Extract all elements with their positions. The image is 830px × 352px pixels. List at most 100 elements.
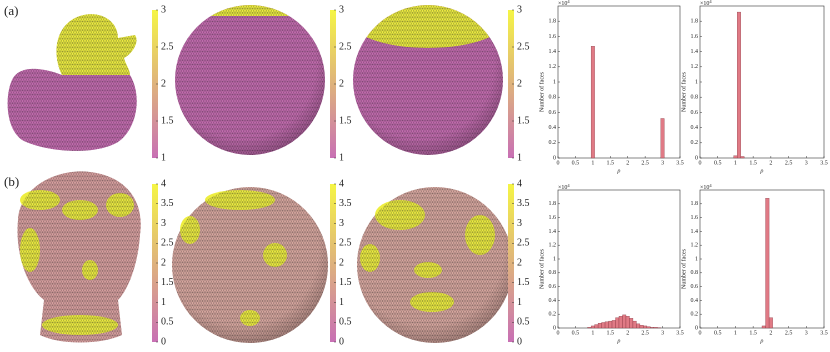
y-tick-label: 0.2 xyxy=(549,140,557,146)
sphere-mesh xyxy=(172,187,328,343)
colorbar-tick-label: 4 xyxy=(339,178,344,189)
colorbar-tick-label: 1.5 xyxy=(517,277,530,288)
x-tick-label: 0.5 xyxy=(714,330,722,336)
bar xyxy=(625,316,630,329)
x-axis-label: ρ xyxy=(617,168,621,174)
bar xyxy=(740,156,745,159)
bar xyxy=(590,325,595,329)
colorbar-tick-label: 2.5 xyxy=(517,41,530,52)
sphere-mesh xyxy=(357,187,513,343)
colorbar-tick-label: 1 xyxy=(339,152,344,163)
colorbar-tick-label: 3 xyxy=(339,4,344,15)
bar xyxy=(737,11,741,159)
bar xyxy=(643,325,648,329)
y-tick-label: 0.8 xyxy=(549,270,557,276)
y-axis-label: Number of faces xyxy=(680,71,687,112)
y-axis-label: Number of faces xyxy=(680,248,687,289)
y-tick-label: 1.6 xyxy=(691,215,699,221)
y-tick-label: 0.6 xyxy=(691,110,699,116)
y-tick-label: 0.6 xyxy=(549,284,557,290)
y-tick-label: 1.8 xyxy=(691,19,699,25)
x-tick-label: 1.5 xyxy=(607,330,615,336)
bar xyxy=(587,327,592,329)
axes-box xyxy=(557,189,681,329)
y-tick-label: 1.4 xyxy=(549,49,557,55)
bar xyxy=(597,323,602,329)
colorbar-tick-label: 1 xyxy=(517,152,522,163)
colorbar xyxy=(152,10,158,158)
bust-mesh xyxy=(17,171,141,343)
x-tick-label: 3 xyxy=(661,330,664,336)
sphere-mesh xyxy=(353,5,503,155)
multiplier-base: ×10 xyxy=(558,1,567,7)
colorbar-tick-label: 0.5 xyxy=(161,317,174,328)
bar xyxy=(611,320,616,329)
y-tick-label: 0.6 xyxy=(549,110,557,116)
bar xyxy=(594,324,599,329)
y-tick-label: 1.2 xyxy=(549,64,557,70)
multiplier-exponent: 4 xyxy=(709,183,712,188)
colorbar-tick-label: 1.5 xyxy=(339,277,352,288)
y-axis-label: Number of faces xyxy=(538,248,545,289)
x-tick-label: 1 xyxy=(591,330,594,336)
y-tick-label: 0 xyxy=(553,155,556,161)
colorbar-tick-label: 2.5 xyxy=(339,238,352,249)
x-tick-label: 3.5 xyxy=(676,330,684,336)
y-tick-label: 0.4 xyxy=(691,125,699,131)
colorbar xyxy=(508,10,514,158)
y-tick-label: 1.2 xyxy=(549,243,557,249)
x-tick-label: 3.5 xyxy=(676,160,684,166)
colorbar-tick-label: 2.5 xyxy=(161,41,174,52)
bar xyxy=(646,326,651,329)
multiplier-base: ×10 xyxy=(700,1,709,7)
bar xyxy=(604,321,609,329)
y-tick-label: 0.2 xyxy=(549,312,557,318)
y-tick-label: 0.8 xyxy=(691,270,699,276)
colorbar-tick-label: 2 xyxy=(517,78,522,89)
colorbar xyxy=(508,184,514,342)
x-tick-label: 0 xyxy=(699,160,702,166)
colorbar-tick-label: 1.5 xyxy=(161,115,174,126)
bar xyxy=(761,325,766,329)
colorbar-tick-label: 1.5 xyxy=(339,115,352,126)
y-tick-label: 1 xyxy=(695,79,698,85)
colorbar-tick-label: 2.5 xyxy=(161,238,174,249)
x-tick-label: 1 xyxy=(734,160,737,166)
bar xyxy=(632,320,637,329)
x-tick-label: 1 xyxy=(591,160,594,166)
x-tick-label: 2 xyxy=(769,330,772,336)
y-tick-label: 0.2 xyxy=(691,312,699,318)
y-tick-label: 1.4 xyxy=(549,229,557,235)
multiplier: ×104 xyxy=(558,0,570,7)
bar xyxy=(608,320,613,329)
bar xyxy=(660,118,665,159)
y-tick-label: 0.4 xyxy=(549,125,557,131)
colorbar-tick-label: 2.5 xyxy=(339,41,352,52)
x-tick-label: 3 xyxy=(805,330,808,336)
colorbar-tick-label: 2 xyxy=(339,78,344,89)
bar xyxy=(650,327,655,329)
y-tick-label: 0.4 xyxy=(549,298,557,304)
colorbar-tick-label: 1.5 xyxy=(517,115,530,126)
colorbar-tick-label: 1.5 xyxy=(161,277,174,288)
bar xyxy=(639,325,644,329)
bar xyxy=(629,318,634,329)
multiplier-base: ×10 xyxy=(700,185,709,191)
multiplier-exponent: 4 xyxy=(567,183,570,188)
multiplier: ×104 xyxy=(558,183,570,191)
y-tick-label: 0 xyxy=(695,155,698,161)
colorbar xyxy=(330,184,336,342)
x-axis-label: ρ xyxy=(617,338,621,344)
x-tick-label: 0.5 xyxy=(572,160,580,166)
y-tick-label: 1 xyxy=(695,256,698,262)
panel-label: (a) xyxy=(4,3,18,18)
axes-box xyxy=(699,189,825,329)
panel-label: (b) xyxy=(4,174,19,189)
y-tick-label: 0.4 xyxy=(691,298,699,304)
y-axis-label: Number of faces xyxy=(538,71,545,112)
y-tick-label: 0 xyxy=(695,325,698,331)
x-tick-label: 2.5 xyxy=(785,330,793,336)
y-tick-label: 0.6 xyxy=(691,284,699,290)
colorbar-tick-label: 0 xyxy=(517,336,522,347)
